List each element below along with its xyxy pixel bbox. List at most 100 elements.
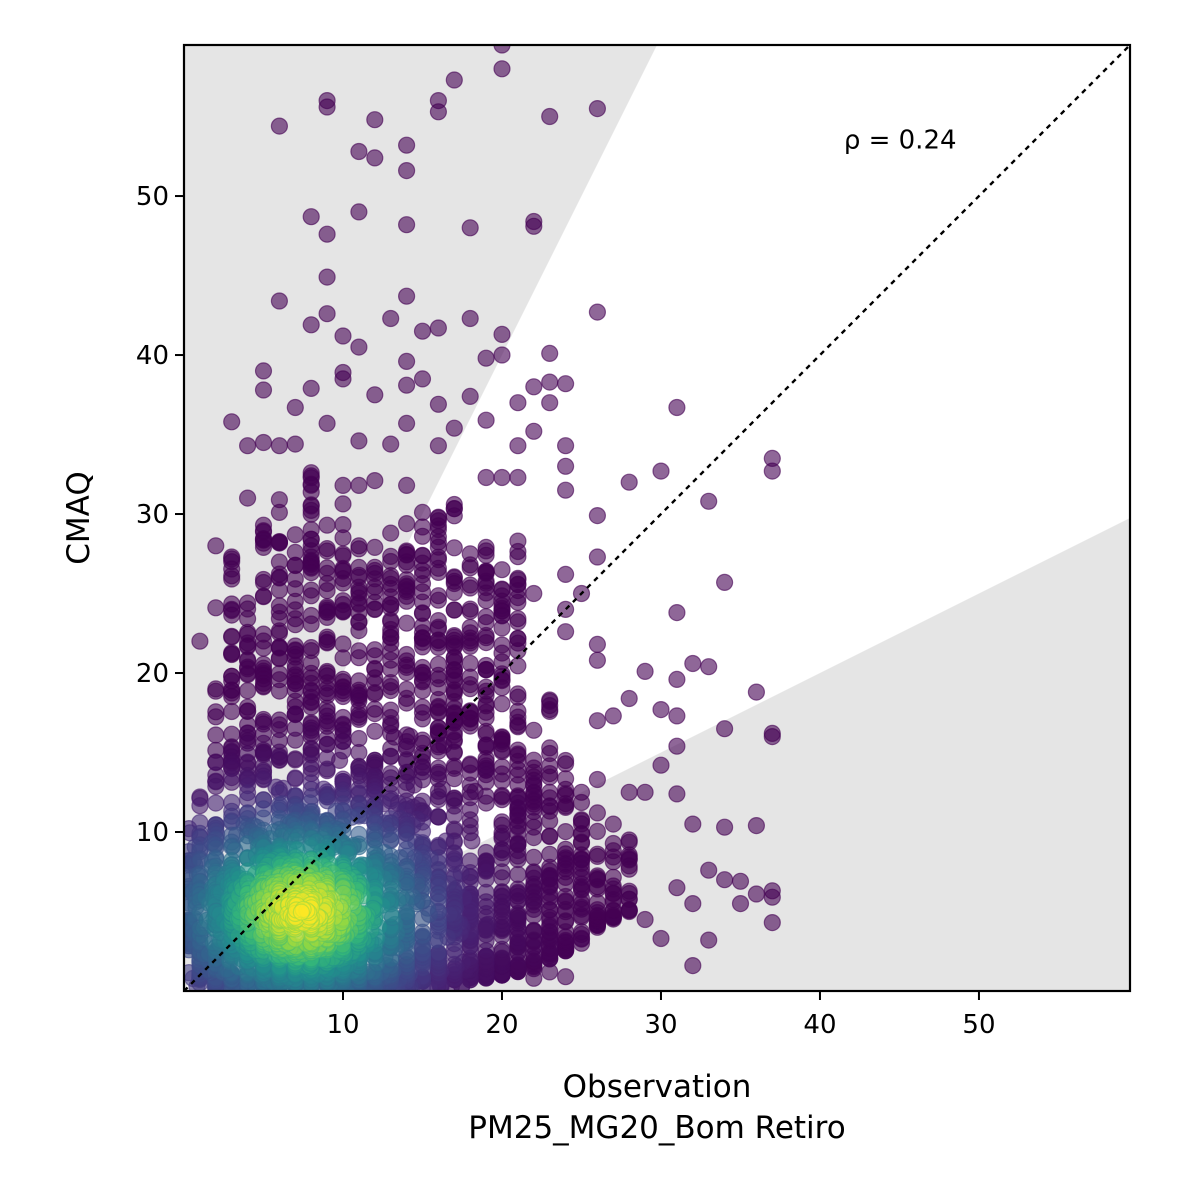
data-point	[588, 822, 607, 841]
data-point	[541, 827, 559, 846]
data-point	[620, 689, 638, 708]
data-point	[477, 468, 495, 487]
data-point	[318, 268, 336, 286]
data-point	[429, 790, 447, 809]
data-point	[509, 613, 527, 631]
data-point	[477, 349, 495, 367]
data-point	[302, 505, 320, 523]
data-point	[398, 376, 416, 394]
data-point	[477, 546, 495, 564]
x-tick-label: 20	[485, 1010, 518, 1040]
data-point	[318, 542, 336, 560]
data-point	[477, 591, 495, 610]
data-point	[684, 894, 702, 913]
data-point	[620, 860, 638, 878]
data-point	[445, 507, 463, 525]
data-point	[398, 556, 416, 574]
data-point	[429, 704, 447, 722]
data-point	[509, 437, 527, 455]
data-point	[556, 903, 575, 921]
data-point	[763, 462, 781, 480]
data-point	[445, 583, 463, 602]
data-point	[525, 900, 543, 919]
data-point	[239, 489, 257, 507]
data-point	[477, 904, 495, 923]
data-point	[270, 437, 288, 455]
data-point	[525, 921, 543, 940]
data-point	[541, 812, 559, 830]
data-point	[668, 785, 686, 803]
data-point	[429, 742, 447, 760]
data-point	[525, 584, 543, 603]
data-point	[429, 638, 447, 657]
data-point	[715, 573, 734, 592]
data-point	[398, 592, 416, 610]
data-point	[350, 476, 368, 494]
data-point	[350, 203, 368, 221]
data-point	[731, 872, 750, 890]
data-point	[350, 621, 368, 640]
data-point	[334, 529, 352, 547]
data-point	[493, 561, 511, 579]
data-point	[270, 292, 288, 310]
data-point	[366, 386, 384, 404]
data-point	[588, 903, 607, 922]
data-point	[334, 495, 352, 513]
data-point	[334, 370, 352, 388]
data-point	[445, 71, 463, 89]
data-point	[318, 414, 336, 432]
data-point	[461, 387, 479, 405]
data-point	[286, 526, 304, 544]
data-point	[398, 514, 416, 533]
data-point	[763, 913, 781, 932]
data-point	[413, 527, 432, 545]
data-point	[541, 768, 559, 786]
data-point	[398, 414, 416, 432]
data-point	[668, 398, 686, 417]
data-point	[286, 751, 304, 769]
data-point	[239, 666, 257, 684]
data-point	[731, 894, 750, 913]
data-point	[286, 435, 304, 453]
data-point	[461, 717, 479, 735]
data-point	[334, 574, 352, 592]
data-point	[636, 910, 654, 929]
data-point	[572, 923, 591, 941]
data-point	[413, 710, 432, 728]
data-point	[620, 783, 638, 801]
y-tick-label: 30	[136, 500, 169, 530]
data-point	[366, 600, 384, 619]
data-point	[334, 603, 352, 621]
data-point	[302, 316, 320, 334]
data-point	[525, 422, 543, 440]
data-point	[493, 346, 511, 364]
data-point	[302, 698, 320, 716]
data-point	[652, 700, 670, 719]
data-point	[429, 319, 447, 337]
data-point	[318, 581, 336, 600]
data-point	[572, 900, 591, 918]
data-point	[254, 433, 273, 452]
data-point	[413, 909, 432, 928]
data-point	[588, 548, 607, 566]
data-point	[588, 804, 607, 822]
data-point	[318, 762, 336, 780]
data-point	[747, 816, 766, 835]
data-point	[223, 773, 241, 791]
data-point	[254, 639, 273, 657]
data-point	[207, 794, 225, 812]
data-point	[541, 107, 559, 126]
data-point	[445, 419, 463, 437]
data-point	[556, 481, 575, 499]
data-point	[207, 537, 225, 555]
data-point	[509, 850, 527, 869]
data-point	[747, 885, 766, 903]
data-point	[636, 783, 654, 801]
data-point	[382, 681, 400, 700]
data-point	[715, 720, 734, 738]
data-point	[239, 437, 257, 455]
data-point	[493, 325, 511, 343]
data-point	[398, 352, 416, 370]
data-point	[556, 375, 575, 393]
